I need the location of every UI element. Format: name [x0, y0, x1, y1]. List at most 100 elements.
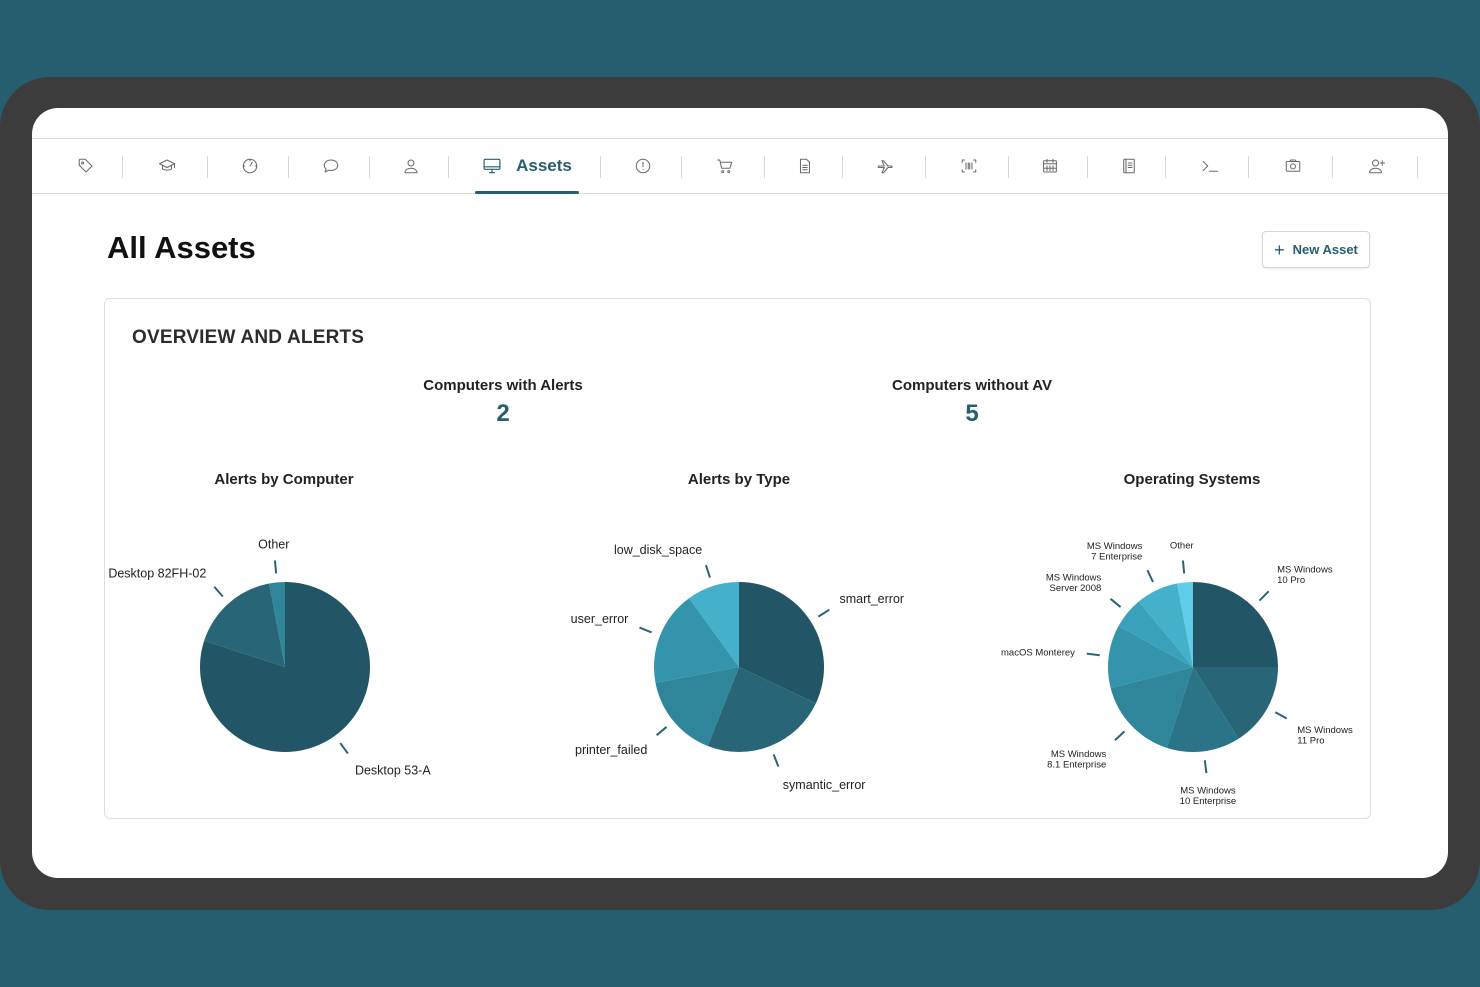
nav-item-travel[interactable]: [855, 139, 915, 193]
pie-slice[interactable]: [1118, 601, 1193, 667]
pie-slice[interactable]: [200, 582, 370, 752]
top-navigation: Assets: [32, 138, 1448, 194]
shopping-cart-icon: [716, 159, 733, 174]
nav-item-documents[interactable]: [775, 139, 835, 193]
active-tab-indicator: [475, 191, 579, 194]
pie-slice[interactable]: [707, 667, 816, 752]
nav-item-tags[interactable]: [56, 139, 116, 193]
nav-divider: [1332, 156, 1333, 178]
pie-slice-label: low_disk_space: [614, 543, 702, 557]
camera-icon: [1285, 159, 1301, 172]
nav-item-training[interactable]: [137, 139, 197, 193]
pie-slice[interactable]: [1138, 583, 1193, 667]
nav-item-knowledge-base[interactable]: [1099, 139, 1159, 193]
pie-leader-tick: [1181, 560, 1186, 574]
pie-slice[interactable]: [655, 667, 739, 747]
stat-label: Computers without AV: [892, 377, 1052, 394]
pie-slice-label: MS Windows 10 Pro: [1277, 564, 1333, 585]
pie-leader-tick: [817, 608, 830, 618]
alert-circle-icon: [635, 158, 651, 174]
chart-title-alerts-by-computer: Alerts by Computer: [214, 471, 354, 488]
pie-leader-tick: [1258, 590, 1270, 602]
nav-item-purchasing[interactable]: [695, 139, 755, 193]
pie-slice-label: MS Windows 10 Enterprise: [1180, 786, 1237, 807]
dashboard-dial-icon: [242, 158, 258, 174]
pie-slice-label: MS Windows 8.1 Enterprise: [1047, 749, 1106, 770]
pie-slice-label: smart_error: [839, 592, 904, 606]
nav-divider: [122, 156, 123, 178]
pie-chart-2: MS Windows 10 Pro MS Windows 11 Pro MS Windo…: [1001, 541, 1353, 808]
nav-item-add-user[interactable]: [1347, 139, 1407, 193]
pie-leader-tick: [655, 726, 668, 736]
pie-slice[interactable]: [1193, 582, 1278, 667]
calendar-icon: [1043, 158, 1057, 173]
nav-item-users[interactable]: [381, 139, 441, 193]
pie-slice[interactable]: [739, 582, 824, 704]
pie-leader-tick: [1203, 760, 1208, 774]
app-screen: Assets: [32, 108, 1448, 878]
nav-item-label: Assets: [516, 156, 572, 175]
pie-leader-tick: [639, 626, 652, 634]
monitor-icon: [483, 158, 501, 174]
pie-slice-label: MS Windows Server 2008: [1046, 573, 1102, 594]
pie-leader-tick: [213, 586, 224, 598]
tag-icon: [78, 158, 93, 173]
pie-slice[interactable]: [1166, 667, 1239, 752]
pie-chart-1: smart_error symantic_error printer_failed u…: [571, 543, 904, 792]
pie-slice-label: MS Windows 11 Pro: [1297, 725, 1353, 746]
chart-title-alerts-by-type: Alerts by Type: [687, 471, 791, 488]
nav-divider: [207, 156, 208, 178]
pie-slice-label: macOS Monterey: [1001, 647, 1075, 658]
new-asset-button[interactable]: + New Asset: [1262, 231, 1370, 268]
nav-divider: [288, 156, 289, 178]
document-icon: [799, 158, 811, 174]
overview-card: OVERVIEW AND ALERTS Computers with Alert…: [104, 298, 1371, 819]
stat-computers-without-av: Computers without AV 5: [842, 377, 1102, 428]
new-asset-label: New Asset: [1292, 242, 1358, 257]
nav-divider: [1165, 156, 1166, 178]
stat-label: Computers with Alerts: [423, 377, 583, 394]
airplane-icon: [877, 160, 893, 174]
pie-slice[interactable]: [204, 583, 285, 667]
nav-divider: [600, 156, 601, 178]
pie-leader-tick: [339, 742, 349, 755]
page-title: All Assets: [107, 230, 256, 265]
pie-slice-label: symantic_error: [783, 778, 866, 792]
pie-leader-tick: [704, 564, 711, 578]
nav-item-terminal[interactable]: [1180, 139, 1240, 193]
pie-slice[interactable]: [1177, 582, 1193, 667]
add-user-icon: [1368, 159, 1386, 174]
nav-item-dashboard[interactable]: [220, 139, 280, 193]
pie-slice[interactable]: [1110, 667, 1193, 748]
nav-divider: [1248, 156, 1249, 178]
nav-item-camera[interactable]: [1263, 139, 1323, 193]
nav-divider: [681, 156, 682, 178]
stat-computers-with-alerts: Computers with Alerts 2: [373, 377, 633, 428]
pie-slice-label: user_error: [571, 612, 629, 626]
pie-leader-tick: [1086, 652, 1100, 657]
chart-title-operating-systems: Operating Systems: [1123, 471, 1261, 488]
pie-slice[interactable]: [1108, 626, 1193, 689]
nav-item-calendar[interactable]: [1020, 139, 1080, 193]
pie-slice[interactable]: [269, 582, 285, 667]
overview-title: OVERVIEW AND ALERTS: [132, 327, 365, 348]
plus-icon: +: [1274, 239, 1285, 260]
pie-leader-tick: [1274, 711, 1288, 720]
nav-item-alerts[interactable]: [613, 139, 673, 193]
nav-item-messages[interactable]: [301, 139, 361, 193]
pie-charts: Desktop 53-A Desktop 82FH-02 Other smart_er…: [108, 538, 1353, 808]
pie-leader-tick: [1109, 598, 1122, 608]
pie-slice[interactable]: [689, 582, 739, 667]
terminal-icon: [1202, 160, 1219, 172]
stat-value: 2: [496, 400, 510, 427]
stat-value: 5: [965, 400, 979, 427]
nav-item-assets[interactable]: Assets: [475, 139, 579, 194]
nav-divider: [1008, 156, 1009, 178]
pie-slice[interactable]: [654, 598, 739, 683]
pie-leader-tick: [1114, 730, 1126, 741]
pie-leader-tick: [1146, 569, 1154, 583]
nav-item-scanner[interactable]: [939, 139, 999, 193]
nav-divider: [842, 156, 843, 178]
pie-slice-label: MS Windows 7 Enterprise: [1087, 541, 1143, 562]
pie-slice[interactable]: [1193, 667, 1278, 739]
